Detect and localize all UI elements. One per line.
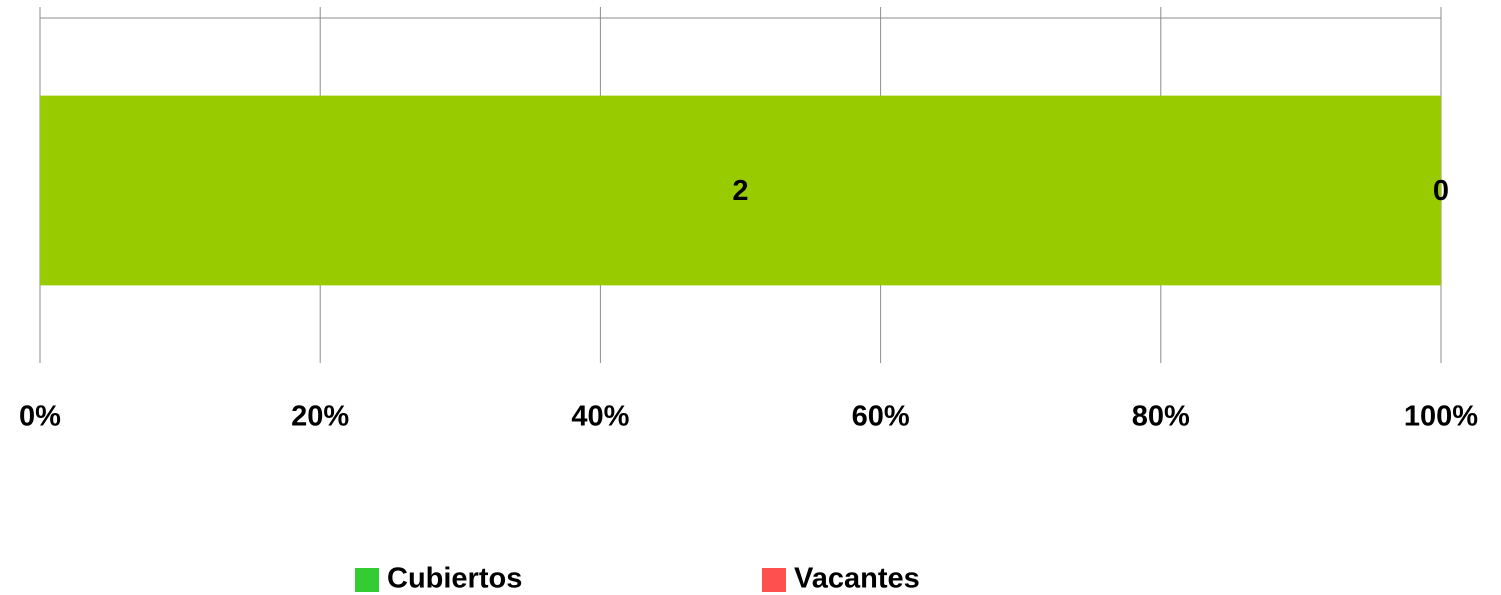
x-tick-label: 80% [1132,401,1190,433]
x-tick-label: 60% [852,401,910,433]
data-label: 2 [732,175,748,207]
x-tick-label: 40% [571,401,629,433]
data-label: 0 [1433,175,1449,207]
bar-segment [40,95,1441,286]
x-tick-label: 20% [291,401,349,433]
x-tick-label: 100% [1404,401,1478,433]
legend-swatch [355,568,379,592]
legend-label: Cubiertos [387,563,522,595]
legend-swatch [762,568,786,592]
legend-label: Vacantes [794,563,920,595]
x-tick-label: 0% [19,401,61,433]
